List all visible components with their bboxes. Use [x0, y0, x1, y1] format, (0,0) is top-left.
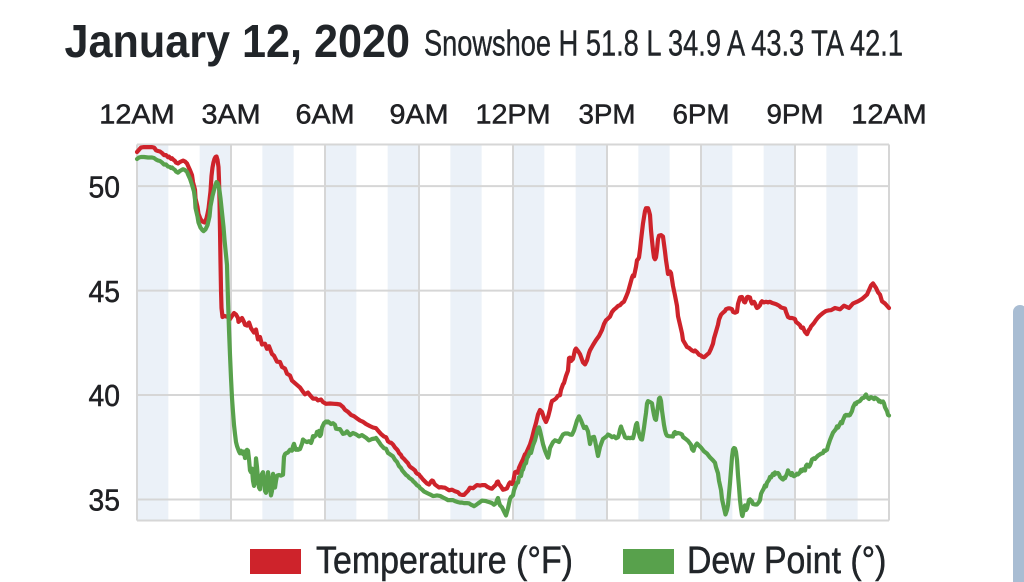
svg-text:50: 50 [89, 169, 121, 204]
svg-text:3AM: 3AM [202, 99, 261, 130]
svg-text:January 12, 2020: January 12, 2020 [65, 15, 411, 67]
svg-text:6AM: 6AM [296, 99, 355, 130]
svg-text:9PM: 9PM [767, 99, 824, 130]
svg-text:3PM: 3PM [579, 99, 636, 130]
svg-text:6PM: 6PM [673, 99, 730, 130]
svg-text:12AM: 12AM [851, 99, 927, 130]
svg-text:12AM: 12AM [99, 99, 175, 130]
svg-text:9AM: 9AM [390, 99, 449, 130]
svg-text:Dew Point (°): Dew Point (°) [687, 540, 886, 582]
svg-text:40: 40 [89, 378, 121, 413]
svg-text:35: 35 [89, 483, 121, 518]
svg-text:Temperature (°F): Temperature (°F) [316, 540, 573, 582]
svg-text:12PM: 12PM [476, 99, 551, 130]
svg-text:45: 45 [89, 274, 121, 309]
svg-text:Snowshoe H 51.8 L 34.9 A 43.3: Snowshoe H 51.8 L 34.9 A 43.3 TA 42.1 [424, 23, 903, 64]
